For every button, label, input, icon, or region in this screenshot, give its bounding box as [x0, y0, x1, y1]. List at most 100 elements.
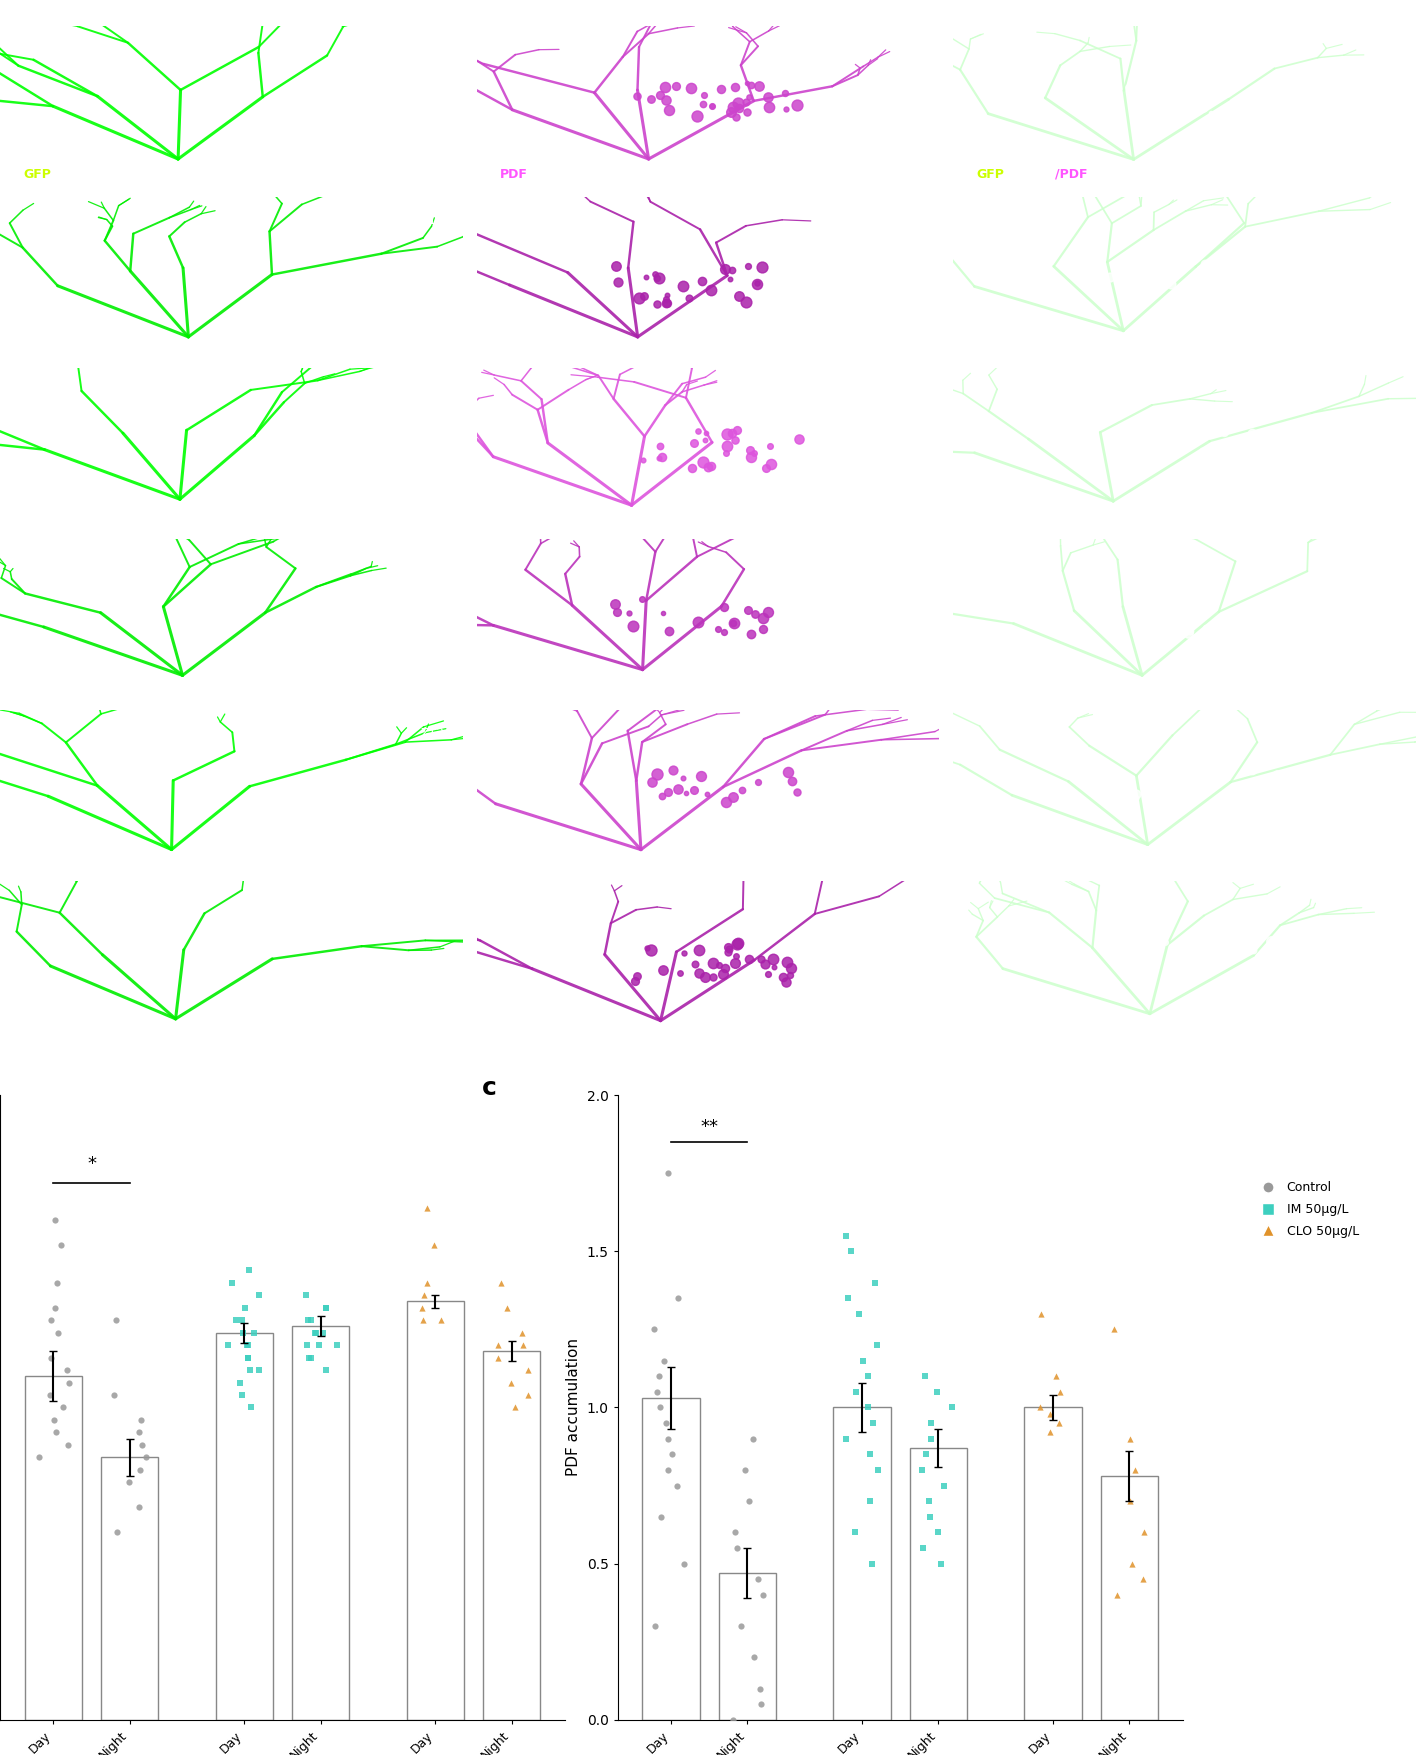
Point — [248, 1357, 270, 1385]
Point — [857, 1393, 879, 1422]
Text: GFP: GFP — [23, 168, 51, 181]
Point — [840, 1237, 862, 1265]
Bar — [909, 1448, 967, 1720]
Text: **: ** — [701, 1118, 718, 1135]
Point — [242, 1318, 265, 1346]
Point — [57, 1430, 79, 1458]
Point — [920, 1409, 943, 1437]
Point — [1029, 1300, 1052, 1329]
Point — [920, 1425, 943, 1453]
Point — [297, 1344, 320, 1372]
Point — [490, 1269, 513, 1297]
Point — [228, 1369, 251, 1397]
Point — [729, 1613, 752, 1641]
Point — [857, 1362, 879, 1390]
Text: ZT14: ZT14 — [412, 556, 445, 569]
Point — [314, 1293, 337, 1322]
Text: ZT 2: ZT 2 — [416, 42, 445, 56]
Bar — [406, 1300, 464, 1720]
Point — [58, 1369, 81, 1397]
Point — [1039, 1418, 1062, 1446]
Point — [1121, 1550, 1144, 1578]
Point — [654, 1409, 677, 1437]
Point — [44, 1206, 67, 1234]
Point — [55, 1357, 78, 1385]
Point — [127, 1494, 150, 1522]
Bar — [25, 1376, 82, 1720]
Point — [232, 1318, 255, 1346]
Point — [673, 1550, 695, 1578]
Point — [40, 1344, 62, 1372]
Bar — [1024, 1408, 1082, 1720]
Point — [296, 1330, 319, 1358]
Point — [239, 1357, 262, 1385]
Point — [864, 1269, 886, 1297]
Point — [429, 1306, 452, 1334]
Text: *: * — [88, 1155, 96, 1172]
Point — [1103, 1314, 1126, 1343]
Point — [657, 1158, 680, 1186]
Point — [236, 1344, 259, 1372]
Point — [837, 1285, 860, 1313]
Point — [1039, 1400, 1062, 1429]
Point — [834, 1425, 857, 1453]
Point — [1106, 1581, 1129, 1609]
Point — [749, 1674, 772, 1702]
Bar — [292, 1327, 350, 1720]
Point — [913, 1362, 936, 1390]
Point — [127, 1418, 150, 1446]
Point — [644, 1613, 667, 1641]
Point — [105, 1306, 127, 1334]
Point — [724, 1518, 746, 1546]
Point — [47, 1318, 69, 1346]
Point — [666, 1471, 688, 1499]
Point — [326, 1330, 348, 1358]
Text: ZT2: ZT2 — [421, 384, 445, 398]
Point — [738, 1486, 760, 1515]
Point — [929, 1550, 952, 1578]
Point — [300, 1344, 323, 1372]
Text: ZT14: ZT14 — [412, 899, 445, 911]
Point — [517, 1357, 539, 1385]
Point — [1048, 1409, 1070, 1437]
Point — [649, 1362, 671, 1390]
Point — [649, 1393, 671, 1422]
Point — [1119, 1486, 1141, 1515]
Point — [643, 1314, 666, 1343]
Point — [423, 1230, 446, 1258]
Point — [238, 1257, 261, 1285]
Point — [129, 1457, 152, 1485]
Point — [746, 1565, 769, 1594]
Text: ZT2: ZT2 — [421, 727, 445, 741]
Point — [102, 1381, 125, 1409]
Bar — [215, 1332, 273, 1720]
Point — [500, 1369, 523, 1397]
Point — [910, 1457, 933, 1485]
Point — [236, 1330, 259, 1358]
Point — [297, 1306, 320, 1334]
Point — [918, 1486, 940, 1515]
Point — [742, 1425, 765, 1453]
Point — [411, 1293, 433, 1322]
Point — [862, 1409, 885, 1437]
Bar — [483, 1351, 541, 1720]
Point — [511, 1318, 534, 1346]
Point — [742, 1643, 765, 1671]
Text: c: c — [481, 1076, 497, 1100]
Point — [314, 1357, 337, 1385]
Point — [650, 1502, 673, 1530]
Point — [1119, 1425, 1141, 1453]
Y-axis label: PDF accumulation: PDF accumulation — [566, 1339, 581, 1476]
Bar — [643, 1399, 700, 1720]
Point — [860, 1441, 882, 1469]
Point — [1123, 1457, 1146, 1485]
Point — [50, 1230, 72, 1258]
Point — [1048, 1378, 1070, 1406]
Point — [835, 1221, 858, 1250]
Bar — [834, 1408, 891, 1720]
Point — [496, 1293, 518, 1322]
Point — [511, 1330, 534, 1358]
Point — [844, 1518, 867, 1546]
Point — [733, 1457, 756, 1485]
Point — [316, 1293, 338, 1322]
